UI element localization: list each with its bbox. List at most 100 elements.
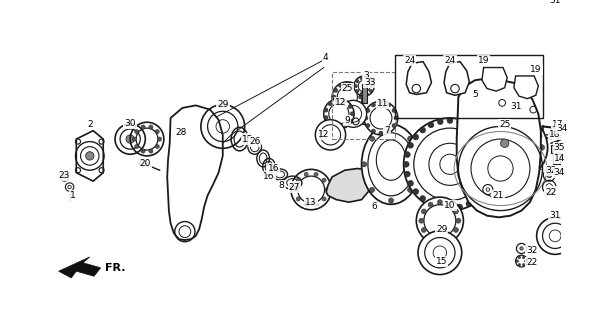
Polygon shape: [59, 257, 101, 278]
Circle shape: [536, 133, 542, 139]
Circle shape: [421, 209, 427, 214]
Text: 35: 35: [554, 143, 565, 152]
Circle shape: [547, 173, 552, 178]
Polygon shape: [457, 78, 541, 217]
Text: FR.: FR.: [105, 263, 125, 273]
Circle shape: [350, 112, 354, 116]
Text: 33: 33: [364, 78, 376, 87]
Circle shape: [354, 76, 374, 96]
Text: 10: 10: [444, 201, 456, 210]
Circle shape: [421, 228, 427, 232]
Ellipse shape: [362, 124, 420, 204]
Text: 28: 28: [175, 128, 187, 137]
Circle shape: [438, 204, 443, 210]
Circle shape: [338, 107, 343, 111]
Bar: [362, 84, 367, 103]
Circle shape: [332, 82, 362, 112]
Circle shape: [149, 125, 153, 129]
Circle shape: [345, 108, 349, 113]
Polygon shape: [514, 76, 539, 99]
Circle shape: [126, 135, 135, 143]
Text: 3: 3: [363, 71, 368, 80]
Circle shape: [518, 170, 524, 176]
Circle shape: [507, 170, 513, 176]
Circle shape: [371, 103, 376, 107]
Circle shape: [416, 197, 463, 244]
Circle shape: [483, 118, 526, 160]
Circle shape: [360, 76, 363, 80]
Circle shape: [428, 122, 434, 128]
Circle shape: [141, 149, 145, 153]
Circle shape: [389, 125, 394, 131]
Circle shape: [369, 89, 373, 93]
Circle shape: [371, 84, 374, 88]
Bar: [395, 55, 543, 118]
Text: 22: 22: [526, 258, 537, 267]
Text: 31: 31: [550, 211, 561, 220]
Circle shape: [419, 218, 424, 223]
Circle shape: [324, 116, 328, 120]
Circle shape: [536, 156, 542, 162]
Circle shape: [457, 119, 463, 124]
Circle shape: [362, 162, 367, 167]
Circle shape: [501, 139, 509, 148]
Circle shape: [328, 122, 332, 126]
Circle shape: [403, 161, 409, 167]
Text: 31: 31: [550, 0, 561, 5]
Text: 21: 21: [492, 191, 504, 200]
Circle shape: [296, 178, 300, 182]
Bar: [551, 145, 563, 153]
Text: 15: 15: [242, 135, 254, 144]
Circle shape: [487, 180, 492, 186]
Polygon shape: [326, 169, 376, 202]
Circle shape: [293, 188, 297, 192]
Polygon shape: [444, 62, 469, 95]
Circle shape: [357, 88, 361, 92]
Text: 23: 23: [59, 171, 70, 180]
Circle shape: [491, 161, 497, 167]
Circle shape: [392, 108, 396, 113]
Text: 32: 32: [545, 166, 557, 175]
Circle shape: [63, 175, 66, 179]
Circle shape: [539, 145, 545, 150]
Circle shape: [352, 107, 356, 111]
Text: 30: 30: [124, 119, 136, 128]
Circle shape: [334, 102, 338, 106]
Circle shape: [392, 124, 396, 128]
Text: 12: 12: [318, 130, 329, 139]
Text: 31: 31: [510, 102, 521, 111]
Circle shape: [428, 202, 433, 207]
Text: 6: 6: [371, 202, 377, 211]
Circle shape: [483, 116, 548, 180]
Circle shape: [523, 256, 525, 259]
Text: 2: 2: [87, 120, 92, 129]
Text: 13: 13: [305, 198, 317, 207]
Circle shape: [481, 134, 487, 140]
Circle shape: [366, 108, 370, 113]
Circle shape: [420, 127, 425, 133]
Circle shape: [155, 144, 159, 148]
Circle shape: [447, 205, 453, 211]
Circle shape: [296, 197, 300, 201]
Circle shape: [379, 101, 383, 105]
Circle shape: [342, 124, 346, 128]
Polygon shape: [167, 105, 223, 240]
Bar: [332, 72, 395, 139]
Circle shape: [141, 125, 145, 129]
Circle shape: [370, 188, 375, 192]
Circle shape: [456, 218, 461, 223]
Text: 24: 24: [444, 56, 455, 65]
Circle shape: [438, 200, 442, 205]
Circle shape: [490, 171, 496, 177]
Text: 25: 25: [499, 120, 510, 129]
Circle shape: [474, 196, 480, 202]
Circle shape: [420, 196, 425, 202]
Circle shape: [394, 116, 398, 120]
Text: 20: 20: [140, 159, 151, 168]
Text: 14: 14: [554, 154, 565, 163]
Text: 8: 8: [279, 181, 285, 190]
Circle shape: [408, 188, 412, 192]
Circle shape: [416, 162, 420, 167]
Circle shape: [516, 260, 518, 262]
Circle shape: [359, 95, 363, 99]
